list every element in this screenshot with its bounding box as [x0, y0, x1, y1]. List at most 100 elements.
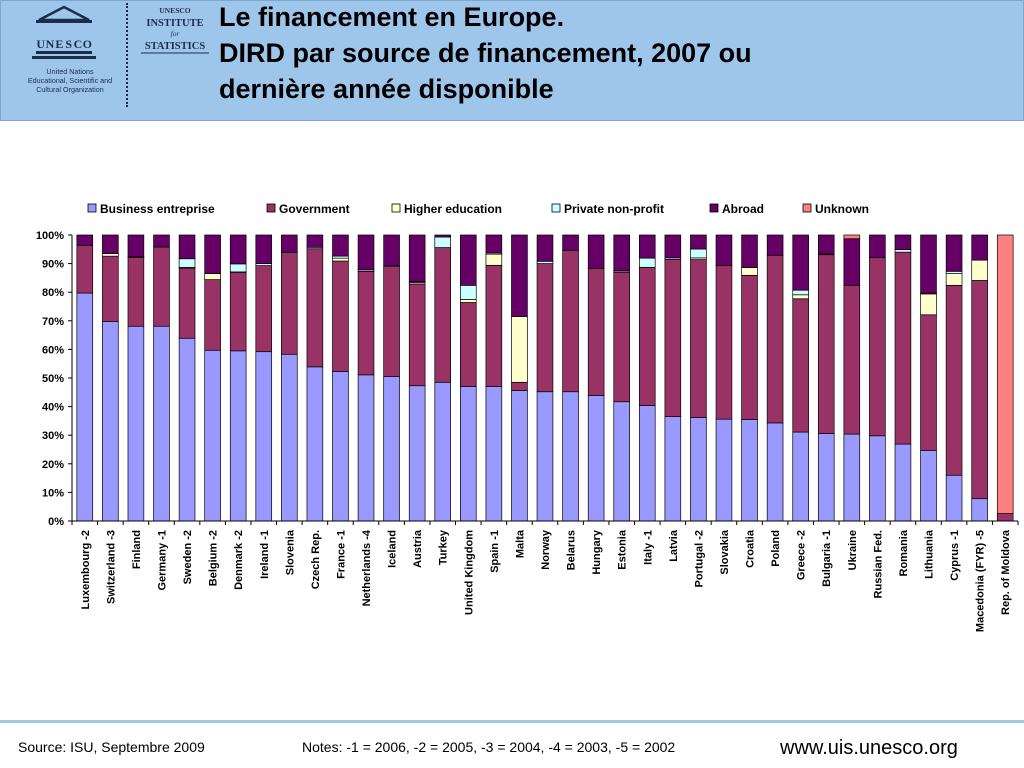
y-tick-label: 90% [42, 259, 64, 271]
bar-segment-12-0 [383, 376, 400, 522]
bar-segment-35-0 [971, 498, 988, 522]
x-tick-label: Bulgaria -1 [821, 530, 833, 587]
bar-segment-0-4 [76, 234, 94, 246]
legend-swatch-1 [266, 203, 276, 213]
x-tick-label: Spain -1 [489, 530, 501, 573]
x-tick-label: France -1 [335, 530, 347, 579]
x-tick-label: Portugal -2 [693, 530, 705, 587]
bar-segment-6-4 [229, 234, 247, 265]
bar-segment-23-4 [664, 234, 682, 259]
y-tick-label: 70% [42, 316, 64, 328]
bar-segment-24-3 [690, 248, 707, 259]
bar-segment-1-1 [102, 255, 119, 323]
bar-segment-4-0 [178, 337, 196, 522]
bar-segment-3-1 [153, 246, 170, 327]
bar-segment-27-1 [766, 254, 784, 424]
x-tick-label: Ireland -1 [259, 530, 271, 579]
legend-label-2: Higher education [404, 202, 502, 216]
bar-segment-25-4 [715, 234, 733, 266]
legend-label-0: Business entreprise [100, 202, 215, 216]
title-line-1: Le financement en Europe. [219, 2, 565, 32]
bar-segment-5-4 [204, 234, 221, 274]
bar-segment-4-3 [178, 258, 196, 268]
bar-segment-26-1 [741, 274, 758, 420]
chart-legend: Business entreprise Government Higher educ… [87, 202, 869, 216]
y-tick-label: 20% [42, 459, 64, 471]
x-tick-label: Russian Fed. [872, 530, 884, 598]
bar-segment-30-4 [843, 238, 861, 286]
x-tick-label: Greece -2 [796, 530, 808, 580]
bar-segment-16-4 [485, 234, 503, 254]
uis-logo-line-2: INSTITUTE [146, 18, 203, 29]
bar-segment-7-1 [255, 265, 273, 353]
bar-segment-10-1 [332, 260, 349, 372]
footer-source: Source: ISU, Septembre 2009 [18, 739, 205, 755]
x-tick-label: Macedonia (FYR) -5 [975, 530, 987, 632]
bar-segment-11-4 [357, 234, 375, 271]
legend-label-5: Unknown [815, 202, 869, 216]
bar-segment-15-4 [460, 234, 477, 286]
bar-segment-14-3 [434, 236, 451, 248]
bar-segment-2-1 [127, 256, 145, 327]
bar-segment-15-1 [460, 302, 477, 387]
x-tick-label: Finland [131, 530, 143, 569]
bar-segment-5-0 [204, 349, 221, 522]
bar-segment-29-4 [817, 234, 835, 255]
uis-logo-line-1: UNESCO [159, 6, 190, 15]
bar-segment-32-0 [894, 443, 912, 522]
bar-segment-27-4 [766, 234, 784, 256]
x-tick-label: Denmark -2 [233, 530, 245, 590]
bar-segment-26-2 [741, 267, 758, 276]
x-tick-label: Cyprus -1 [949, 530, 961, 581]
bar-segment-30-0 [843, 433, 861, 522]
footer-url-link[interactable]: www.uis.unesco.org [780, 737, 958, 759]
bar-segment-3-0 [153, 325, 170, 522]
legend-label-4: Abroad [722, 202, 764, 216]
bar-segment-12-4 [383, 234, 400, 266]
logo-separator [126, 3, 128, 107]
bar-segment-5-2 [204, 273, 221, 280]
x-tick-label: Romania [898, 529, 910, 576]
x-tick-label: Rep. of Moldova [1000, 529, 1012, 615]
bar-segment-4-1 [178, 267, 196, 339]
x-tick-label: Belgium -2 [208, 530, 220, 586]
bar-segment-6-1 [229, 271, 247, 352]
x-tick-label: Ukraine [847, 530, 859, 570]
bar-segment-34-1 [945, 284, 963, 476]
bar-segment-28-2 [792, 294, 809, 300]
x-tick-label: Norway [540, 529, 552, 570]
bar-segment-18-4 [536, 234, 554, 262]
stacked-bar-chart: Business entreprise Government Higher educ… [36, 202, 1019, 632]
bar-segment-31-0 [869, 435, 886, 522]
bar-segment-28-3 [792, 289, 809, 296]
bar-segment-32-4 [894, 234, 912, 250]
bar-segment-0-1 [76, 245, 94, 294]
bar-segment-25-1 [715, 265, 733, 420]
x-tick-label: Austria [412, 529, 424, 568]
bar-segment-19-4 [562, 234, 579, 251]
bar-segment-33-4 [920, 234, 937, 294]
bar-segment-21-4 [613, 234, 630, 272]
bar-segment-13-0 [408, 385, 426, 522]
slide-title: Le financement en Europe. DIRD par sourc… [219, 0, 939, 107]
bar-segment-23-1 [664, 258, 682, 417]
bar-segment-20-4 [587, 234, 605, 269]
unesco-logo-letter: E [55, 37, 63, 51]
bar-segment-14-0 [434, 381, 451, 522]
y-tick-label: 40% [42, 402, 64, 414]
bar-segment-17-4 [511, 234, 528, 317]
bar-segment-17-2 [511, 316, 528, 383]
bar-segment-34-0 [945, 474, 963, 522]
x-tick-label: Estonia [617, 529, 629, 570]
legend-swatch-4 [709, 203, 719, 213]
legend-label-3: Private non-profit [564, 202, 664, 216]
x-tick-label: Netherlands -4 [361, 529, 373, 606]
x-tick-label: Switzerland -3 [105, 530, 117, 604]
bar-segment-11-1 [357, 270, 375, 376]
x-tick-label: Poland [770, 530, 782, 567]
bar-segment-3-4 [153, 234, 170, 248]
bar-segment-22-0 [638, 405, 656, 522]
bar-segment-29-0 [817, 433, 835, 522]
bar-segment-16-1 [485, 264, 503, 387]
footer-notes: Notes: -1 = 2006, -2 = 2005, -3 = 2004, … [302, 739, 676, 755]
